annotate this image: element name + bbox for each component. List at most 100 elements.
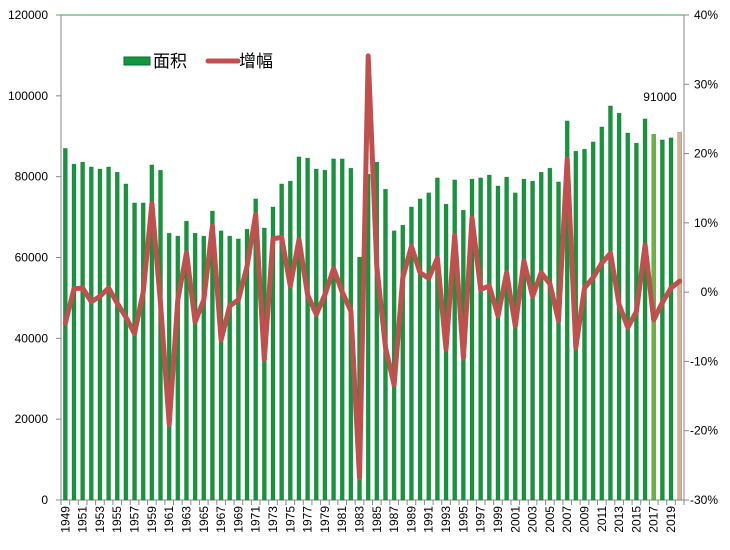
bar-1994 [453, 180, 457, 500]
bar-1961 [167, 233, 171, 500]
x-tick-label: 1995 [456, 506, 470, 533]
x-tick-label: 2007 [560, 506, 574, 533]
x-tick-label: 1977 [301, 506, 315, 533]
legend-bar-swatch [124, 57, 150, 65]
bar-1951 [81, 162, 85, 500]
bar-2012 [608, 106, 612, 500]
bar-1977 [306, 158, 310, 500]
bar-1967 [219, 231, 223, 500]
bar-1978 [314, 169, 318, 500]
bar-1998 [487, 175, 491, 500]
x-tick-label: 1965 [197, 506, 211, 533]
bar-2006 [557, 182, 561, 500]
bar-1974 [280, 184, 284, 500]
x-tick-label: 1949 [58, 506, 72, 533]
bar-2000 [505, 177, 509, 500]
legend-label-growth: 增幅 [239, 52, 273, 72]
data-label: 91000 [643, 90, 677, 104]
left-tick-label: 60000 [15, 251, 49, 265]
x-tick-label: 1973 [266, 506, 280, 533]
bar-2014 [626, 133, 630, 500]
bar-2016 [643, 119, 647, 500]
bar-2018 [660, 140, 664, 500]
left-tick-label: 100000 [8, 89, 48, 103]
x-tick-label: 2001 [508, 506, 522, 533]
right-tick-label: -20% [690, 424, 718, 438]
left-tick-label: 120000 [8, 8, 48, 22]
growth-line-layer [65, 56, 680, 478]
x-tick-label: 1961 [162, 506, 176, 533]
x-tick-label: 1985 [370, 506, 384, 533]
bar-2001 [513, 193, 517, 500]
bar-2004 [539, 172, 543, 500]
bar-1992 [435, 178, 439, 500]
bar-1981 [340, 159, 344, 500]
bar-2019 [669, 138, 673, 500]
bar-1975 [288, 181, 292, 500]
bar-1956 [124, 184, 128, 500]
left-tick-label: 20000 [15, 412, 49, 426]
bar-1979 [323, 170, 327, 500]
left-tick-label: 40000 [15, 331, 49, 345]
bar-1958 [141, 203, 145, 500]
bar-1957 [133, 203, 137, 500]
bar-2020 [678, 132, 682, 500]
x-tick-label: 1997 [474, 506, 488, 533]
x-tick-label: 2015 [629, 506, 643, 533]
left-tick-label: 0 [41, 493, 48, 507]
right-tick-label: 20% [694, 147, 718, 161]
bar-1953 [98, 169, 102, 500]
bar-2003 [531, 181, 535, 500]
x-tick-label: 1967 [214, 506, 228, 533]
bar-1962 [176, 236, 180, 500]
x-tick-label: 2009 [577, 506, 591, 533]
x-tick-label: 1975 [283, 506, 297, 533]
bar-1976 [297, 157, 301, 500]
bar-1980 [332, 159, 336, 500]
x-tick-label: 2011 [595, 506, 609, 532]
bar-1969 [236, 239, 240, 500]
right-tick-label: -30% [690, 493, 718, 507]
bar-1968 [228, 236, 232, 500]
x-tick-label: 2017 [647, 506, 661, 533]
bar-1990 [418, 199, 422, 500]
bar-1972 [262, 228, 266, 500]
x-tick-label: 1953 [93, 506, 107, 533]
x-tick-label: 1983 [353, 506, 367, 533]
left-tick-label: 80000 [15, 170, 49, 184]
bar-2015 [634, 143, 638, 500]
bar-2011 [600, 127, 604, 500]
legend: 面积 增幅 [124, 52, 273, 72]
bar-1955 [115, 172, 119, 500]
right-tick-label: 10% [694, 216, 718, 230]
bar-1997 [479, 178, 483, 500]
x-tick-label: 2013 [612, 506, 626, 533]
x-tick-label: 1991 [422, 506, 436, 533]
x-tick-label: 1959 [145, 506, 159, 533]
x-tick-label: 2019 [664, 506, 678, 533]
bar-2002 [522, 179, 526, 500]
bar-1954 [107, 167, 111, 500]
growth-line [65, 56, 679, 478]
x-tick-label: 1969 [231, 506, 245, 533]
x-tick-label: 1955 [110, 506, 124, 533]
bar-1950 [72, 164, 76, 500]
right-tick-label: 30% [694, 77, 718, 91]
x-tick-label: 1963 [179, 506, 193, 533]
bar-1999 [496, 186, 500, 500]
x-tick-label: 1971 [249, 506, 263, 533]
bar-1991 [427, 193, 431, 500]
bar-1964 [193, 233, 197, 500]
x-tick-label: 1979 [318, 506, 332, 533]
bar-1952 [89, 167, 93, 500]
x-tick-label: 1981 [335, 506, 349, 533]
bar-2005 [548, 168, 552, 500]
bar-2009 [582, 149, 586, 500]
legend-label-area: 面积 [153, 52, 187, 72]
x-tick-label: 1993 [439, 506, 453, 533]
bar-1993 [444, 204, 448, 500]
bar-2010 [591, 142, 595, 500]
x-tick-label: 1957 [128, 506, 142, 533]
x-tick-label: 1987 [387, 506, 401, 533]
